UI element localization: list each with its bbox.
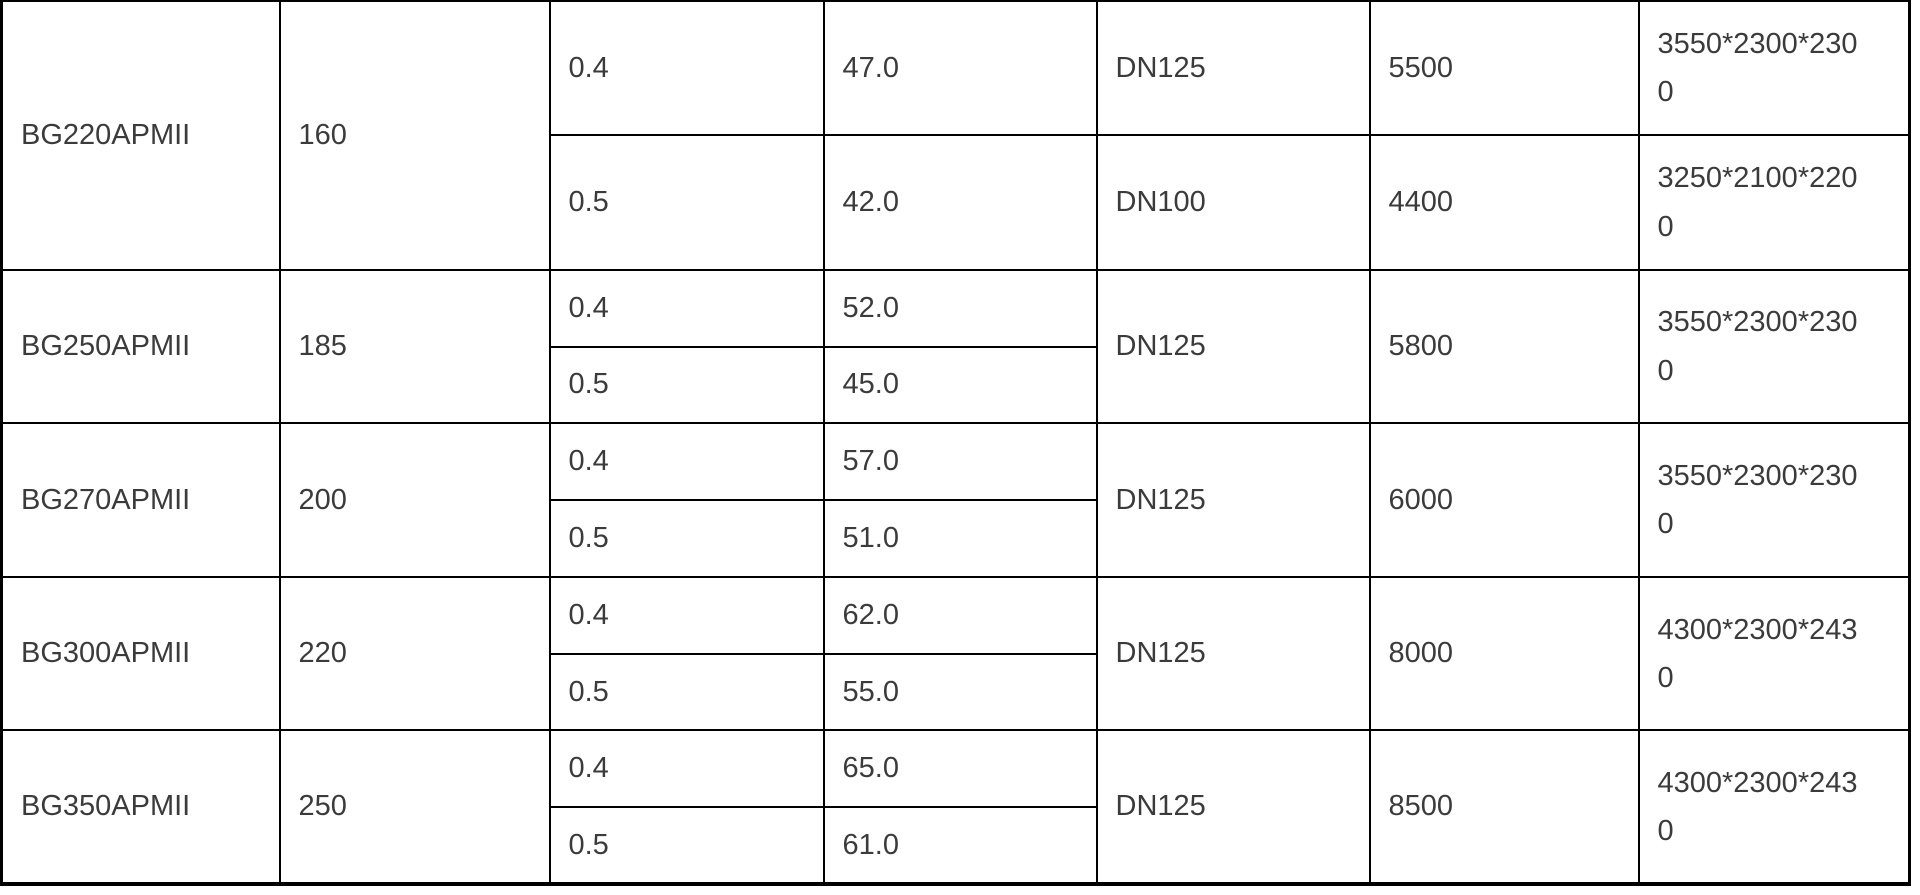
flow-cell: 62.0 [822, 575, 1098, 655]
table-row: 0.5 61.0 [2, 806, 1910, 885]
power-cell: 250 [278, 729, 551, 885]
flow-cell: 52.0 [822, 268, 1098, 348]
dimensions-text: 3550*2300*2300 [1657, 28, 1858, 109]
dimensions-cell: 3550*2300*2300 [1637, 268, 1911, 425]
flow-cell: 55.0 [822, 652, 1098, 732]
outlet-cell: DN125 [1095, 268, 1371, 425]
dimensions-text: 3250*2100*2200 [1657, 162, 1858, 243]
dimensions-cell: 3550*2300*2300 [1637, 0, 1911, 137]
model-cell: BG220APMII [0, 0, 281, 271]
flow-cell: 61.0 [822, 806, 1098, 885]
pressure-cell: 0.4 [548, 0, 825, 137]
power-cell: 220 [278, 575, 551, 732]
dimensions-text: 4300*2300*2430 [1657, 613, 1858, 694]
outlet-cell: DN125 [1095, 422, 1371, 578]
outlet-cell: DN100 [1095, 134, 1371, 271]
power-cell: 160 [278, 0, 551, 271]
flow-cell: 45.0 [822, 345, 1098, 425]
model-cell: BG270APMII [0, 422, 281, 578]
flow-cell: 65.0 [822, 729, 1098, 809]
dimensions-cell: 3550*2300*2300 [1637, 422, 1911, 578]
power-cell: 200 [278, 422, 551, 578]
model-cell: BG350APMII [0, 729, 281, 885]
table-row: 0.5 51.0 [2, 499, 1910, 578]
weight-cell: 6000 [1368, 422, 1640, 578]
dimensions-text: 4300*2300*2430 [1657, 766, 1858, 847]
pressure-cell: 0.4 [548, 729, 825, 809]
model-cell: BG300APMII [0, 575, 281, 732]
outlet-cell: DN125 [1095, 575, 1371, 732]
weight-cell: 5500 [1368, 0, 1640, 137]
pressure-cell: 0.5 [548, 345, 825, 425]
weight-cell: 5800 [1368, 268, 1640, 425]
table-row: BG300APMII 220 0.4 62.0 DN125 8000 4300*… [0, 575, 1911, 732]
table-row: 0.5 42.0 DN100 4400 3250*2100*2200 [2, 134, 1911, 271]
power-cell: 185 [278, 268, 551, 425]
flow-cell: 51.0 [822, 499, 1098, 578]
outlet-cell: DN125 [1095, 729, 1371, 885]
pressure-cell: 0.4 [548, 575, 825, 655]
table-row: 0.5 55.0 [2, 652, 1910, 732]
dimensions-cell: 4300*2300*2430 [1637, 729, 1911, 885]
flow-cell: 57.0 [822, 422, 1098, 502]
outlet-cell: DN125 [1095, 0, 1371, 137]
pressure-cell: 0.5 [548, 134, 825, 271]
pressure-cell: 0.4 [548, 422, 825, 502]
model-cell: BG250APMII [0, 268, 281, 425]
weight-cell: 8500 [1368, 729, 1640, 885]
dimensions-cell: 4300*2300*2430 [1637, 575, 1911, 732]
pressure-cell: 0.5 [548, 806, 825, 885]
table-row: BG270APMII 200 0.4 57.0 DN125 6000 3550*… [0, 422, 1911, 578]
dimensions-cell: 3250*2100*2200 [1637, 134, 1911, 271]
weight-cell: 8000 [1368, 575, 1640, 732]
dimensions-text: 3550*2300*2300 [1657, 459, 1858, 541]
table-row: 0.5 45.0 [2, 345, 1910, 425]
pressure-cell: 0.5 [548, 499, 825, 578]
table-row: BG220APMII 160 0.4 47.0 DN125 5500 3550*… [0, 0, 1911, 271]
dimensions-text: 3550*2300*2300 [1657, 306, 1858, 387]
pressure-cell: 0.4 [548, 268, 825, 348]
table-row: BG350APMII 250 0.4 65.0 DN125 8500 4300*… [0, 729, 1911, 885]
pressure-cell: 0.5 [548, 652, 825, 732]
flow-cell: 42.0 [822, 134, 1098, 271]
table-row: BG250APMII 185 0.4 52.0 DN125 5800 3550*… [0, 268, 1911, 425]
flow-cell: 47.0 [822, 0, 1098, 137]
weight-cell: 4400 [1368, 134, 1640, 271]
